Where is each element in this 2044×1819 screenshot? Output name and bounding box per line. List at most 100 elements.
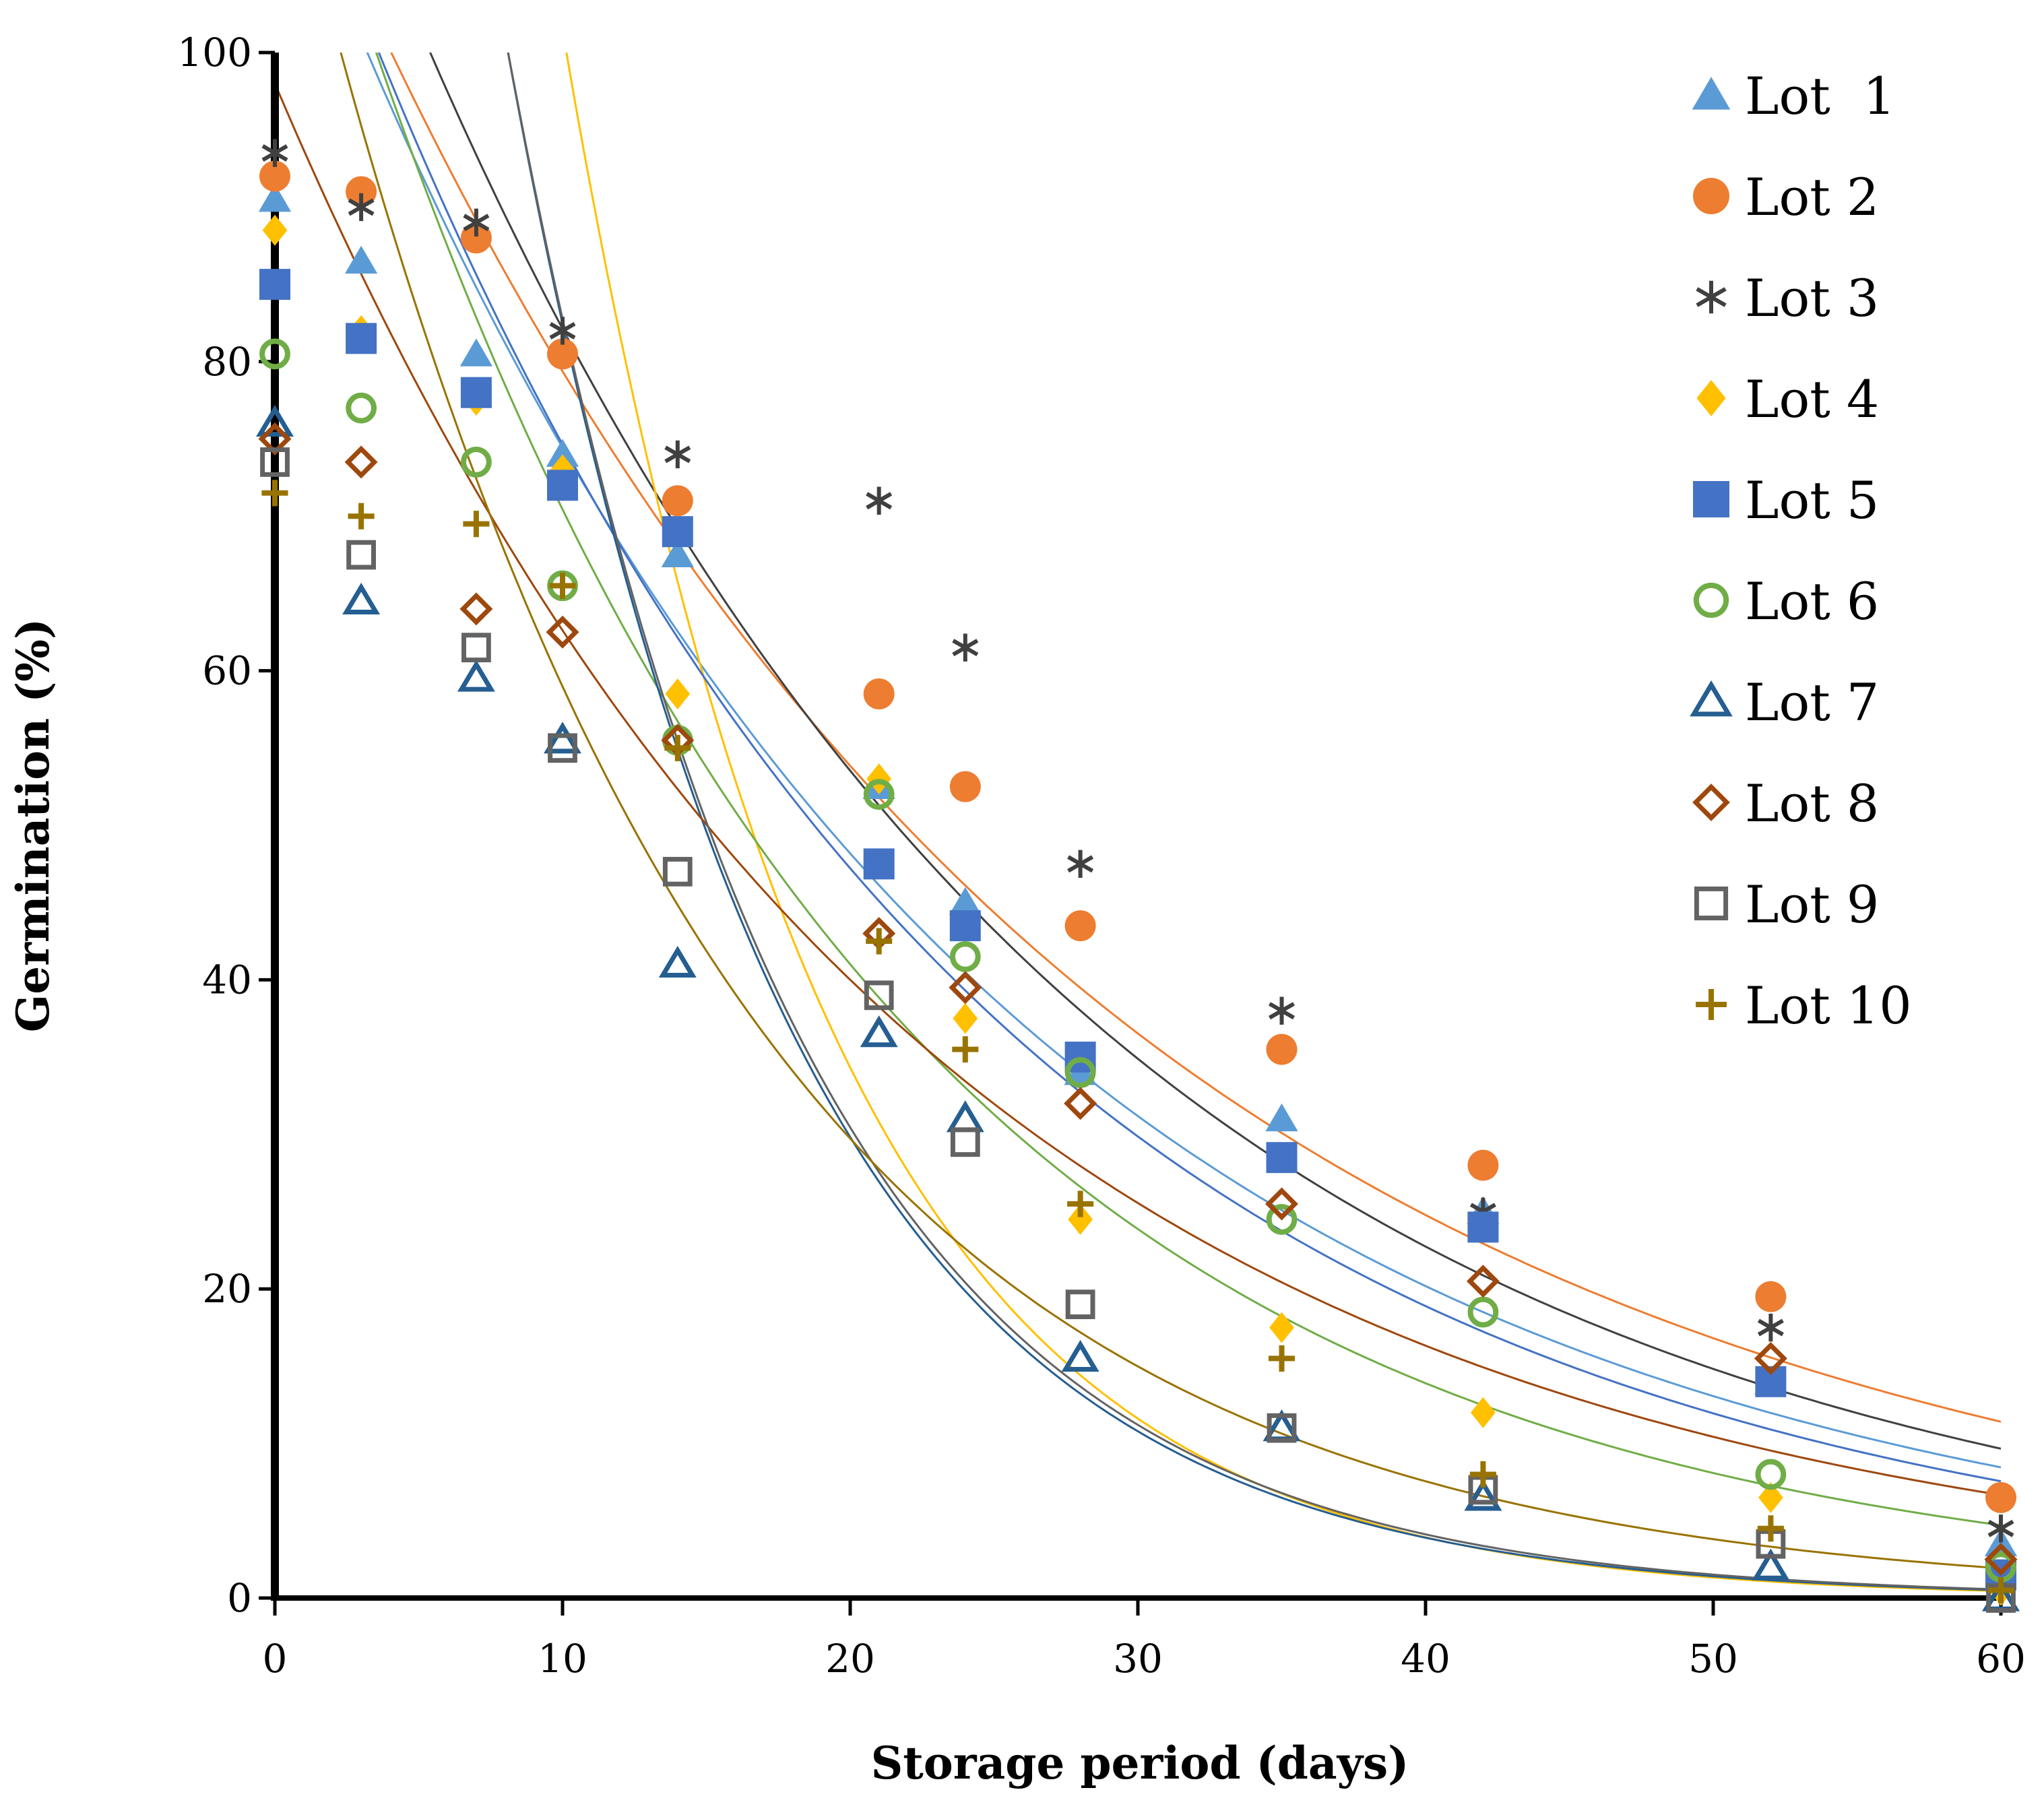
point-lot10-x7: [463, 511, 490, 538]
legend-item: Lot 4: [1696, 369, 1879, 429]
legend-marker: [1693, 481, 1729, 517]
point-lot7-x42: [1464, 1479, 1502, 1511]
point-lot4-x0: [262, 214, 288, 246]
point-lot9-x21: [864, 980, 894, 1011]
point-lot10-x60: [1987, 1576, 2014, 1604]
legend: Lot 1 Lot 2 Lot 3 Lot 4 Lot 5 Lot 6 Lot 7 Lot 8…: [1690, 66, 1912, 1035]
legend-item: Lot 1: [1692, 66, 1895, 126]
point-lot7-x14: [658, 945, 697, 978]
trend-line-6: [375, 53, 2001, 1527]
point-lot4-x28: [1068, 1203, 1093, 1235]
y-tick-label: 80: [202, 339, 252, 385]
point-lot2-x52: [1755, 1281, 1787, 1312]
trend-line-10: [340, 53, 2001, 1570]
point-lot2-x10: [547, 338, 578, 370]
point-lot8-x60: [1984, 1543, 2018, 1576]
x-tick-label: 10: [538, 1636, 587, 1682]
point-lot2-x60: [1985, 1481, 2016, 1513]
point-lot6-x52: [1755, 1459, 1787, 1490]
point-lot3-x3: [348, 193, 375, 222]
trend-line-4: [565, 53, 2001, 1593]
x-tick-label: 40: [1401, 1636, 1450, 1682]
point-lot4-x24: [953, 1002, 978, 1034]
point-lot1-x24: [949, 887, 982, 916]
point-lot5-x0: [259, 269, 290, 300]
legend-item: Lot 7: [1690, 672, 1879, 732]
legend-marker: [1692, 784, 1730, 821]
point-lot4-x21: [866, 763, 892, 795]
point-lot10-x35: [1268, 1345, 1296, 1372]
legend-label: Lot 7: [1745, 672, 1879, 732]
point-lot10-x3: [348, 503, 375, 530]
point-lot10-x21: [866, 928, 893, 955]
point-lot3-x52: [1757, 1313, 1784, 1342]
x-tick-label: 30: [1113, 1636, 1163, 1682]
point-lot2-x7: [460, 222, 492, 254]
point-lot5-x7: [460, 377, 492, 408]
point-lot6-x21: [863, 779, 895, 810]
point-lot6-x24: [949, 941, 981, 972]
point-lot8-x7: [459, 592, 493, 626]
point-lot3-x28: [1067, 850, 1094, 879]
point-lot6-x0: [259, 338, 290, 370]
point-lot5-x10: [547, 470, 578, 501]
trend-line-1: [366, 53, 2001, 1469]
x-tick-label: 50: [1688, 1636, 1738, 1682]
point-lot5-x24: [949, 910, 981, 942]
point-lot1-x3: [344, 245, 378, 274]
point-lot6-x42: [1467, 1296, 1499, 1328]
legend-item: Lot 3: [1696, 268, 1879, 328]
point-lot7-x21: [860, 1015, 898, 1048]
y-tick-label: 0: [227, 1575, 252, 1621]
legend-marker: [1694, 886, 1729, 921]
legend-marker: [1693, 178, 1729, 214]
point-lot4-x14: [665, 678, 691, 710]
point-lot10-x14: [664, 734, 691, 761]
point-lot2-x14: [662, 485, 693, 517]
trend-line-3: [429, 53, 2001, 1450]
point-lot2-x0: [259, 160, 290, 192]
legend-item: Lot 8: [1692, 773, 1879, 833]
point-lot8-x42: [1466, 1265, 1500, 1298]
point-lot8-x3: [344, 445, 378, 479]
point-lot7-x52: [1752, 1548, 1790, 1581]
legend-item: Lot 9: [1694, 874, 1879, 934]
point-lot5-x14: [662, 516, 693, 548]
point-lot5-x42: [1467, 1211, 1499, 1243]
point-lot3-x21: [866, 486, 893, 515]
point-lot10-x0: [261, 480, 288, 507]
point-lot1-x14: [661, 539, 694, 567]
point-lot3-x35: [1268, 996, 1296, 1025]
point-lot9-x24: [950, 1127, 980, 1157]
point-lot3-x10: [549, 317, 576, 345]
point-lot3-x60: [1987, 1514, 2014, 1543]
legend-marker: [1696, 989, 1727, 1020]
legend-item: Lot 2: [1693, 167, 1879, 227]
point-lot2-x24: [949, 771, 981, 802]
point-lot7-x24: [946, 1100, 984, 1132]
point-lot9-x0: [260, 447, 290, 477]
point-lot5-x3: [346, 323, 377, 354]
legend-marker: [1696, 380, 1726, 416]
x-tick-labels: 0 10 20 30 40 50 60: [263, 1636, 2026, 1682]
legend-item: Lot 6: [1693, 571, 1879, 631]
point-lot3-x14: [664, 440, 691, 469]
y-tick-label: 60: [202, 648, 252, 694]
point-lot4-x52: [1758, 1481, 1783, 1513]
point-lot3-x24: [952, 633, 979, 662]
point-lot10-x24: [952, 1036, 979, 1063]
point-lot8-x35: [1265, 1187, 1298, 1221]
point-lot2-x3: [346, 176, 377, 208]
legend-marker: [1696, 280, 1727, 314]
point-lot8-x24: [949, 971, 982, 1004]
point-lot10-x10: [549, 572, 576, 599]
point-lot8-x10: [546, 615, 579, 649]
x-tick-label: 0: [263, 1636, 288, 1682]
point-lot7-x7: [457, 660, 495, 692]
point-lot2-x21: [863, 678, 895, 710]
point-lot6-x28: [1064, 1057, 1096, 1088]
x-tick-label: 60: [1976, 1636, 2026, 1682]
trend-line-9: [507, 53, 2001, 1591]
point-lot8-x52: [1754, 1341, 1787, 1375]
